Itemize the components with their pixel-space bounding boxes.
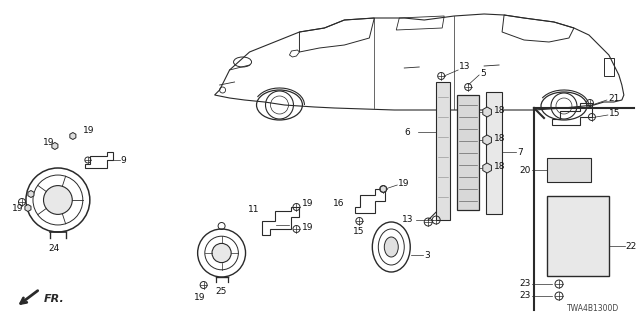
Ellipse shape (384, 237, 398, 257)
Polygon shape (483, 135, 492, 145)
Bar (604, 58, 614, 76)
Text: 5: 5 (480, 68, 486, 77)
Text: 15: 15 (609, 108, 620, 117)
Bar (457, 95, 479, 210)
Text: 21: 21 (608, 93, 620, 102)
Polygon shape (52, 142, 58, 149)
Polygon shape (28, 190, 34, 197)
Bar (547, 196, 609, 276)
Text: 7: 7 (517, 148, 523, 156)
Text: 19: 19 (83, 125, 94, 134)
Text: 6: 6 (404, 127, 410, 137)
Text: 19: 19 (43, 138, 54, 147)
Polygon shape (380, 186, 387, 193)
Text: 19: 19 (12, 204, 24, 212)
Text: 25: 25 (216, 286, 227, 295)
Text: 18: 18 (494, 162, 506, 171)
Text: 19: 19 (303, 222, 314, 231)
Polygon shape (25, 204, 31, 212)
Text: FR.: FR. (44, 294, 65, 304)
Text: 15: 15 (353, 227, 365, 236)
Text: 19: 19 (303, 198, 314, 207)
Text: 16: 16 (333, 198, 345, 207)
Text: TWA4B1300D: TWA4B1300D (566, 304, 619, 313)
Circle shape (44, 186, 72, 214)
Text: 23: 23 (519, 292, 531, 300)
Text: 9: 9 (121, 156, 127, 164)
Text: 18: 18 (494, 106, 506, 115)
Text: 19: 19 (398, 179, 410, 188)
Text: 22: 22 (626, 242, 637, 251)
Polygon shape (483, 163, 492, 173)
Text: 23: 23 (519, 279, 531, 289)
Bar (486, 92, 502, 214)
Polygon shape (70, 132, 76, 140)
Text: 19: 19 (194, 292, 205, 301)
Bar (436, 82, 450, 220)
Polygon shape (483, 107, 492, 117)
Text: 20: 20 (519, 165, 531, 174)
Text: 11: 11 (248, 204, 259, 213)
Text: 3: 3 (424, 251, 430, 260)
Text: 18: 18 (494, 133, 506, 142)
Text: 13: 13 (459, 61, 470, 70)
Circle shape (212, 244, 231, 263)
Bar (547, 158, 591, 182)
Text: 24: 24 (48, 244, 59, 252)
Text: 13: 13 (403, 214, 414, 223)
